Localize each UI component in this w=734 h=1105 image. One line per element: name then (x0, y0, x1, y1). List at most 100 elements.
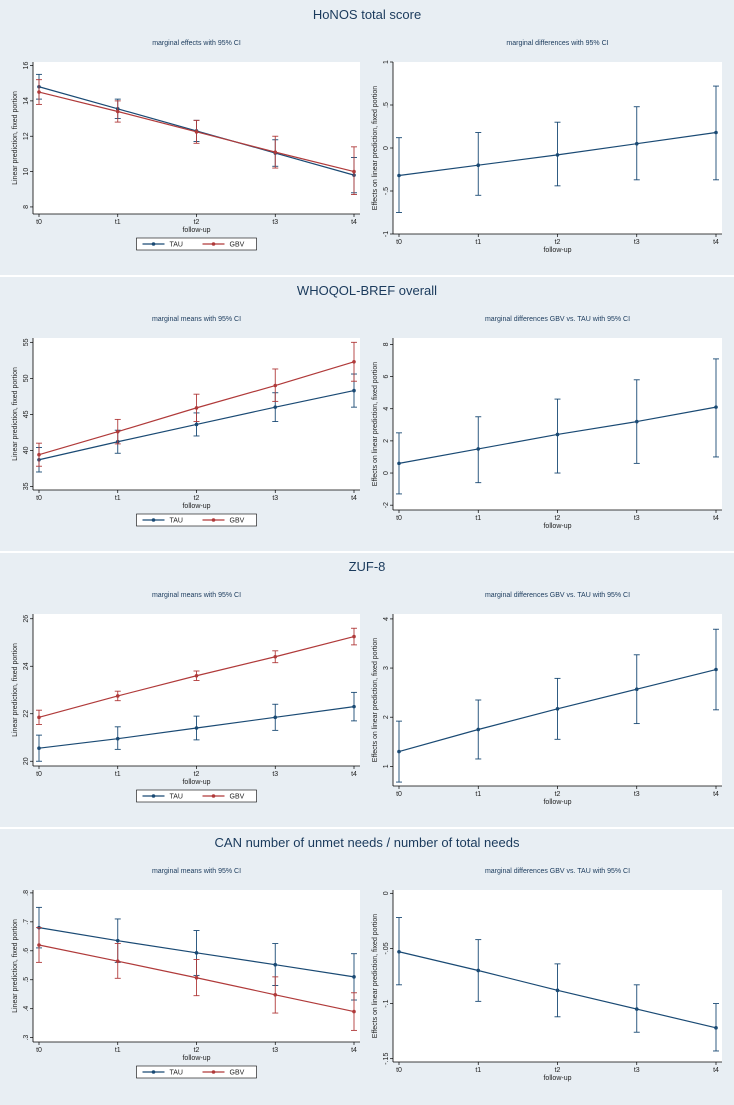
y-tick-label: 6 (383, 375, 390, 379)
x-tick-label: t2 (194, 771, 200, 778)
y-tick-label: -.5 (383, 187, 390, 195)
y-tick-label: 12 (23, 132, 30, 140)
x-tick-label: t0 (36, 1047, 42, 1054)
x-tick-label: t0 (36, 219, 42, 226)
legend-marker (151, 1070, 156, 1074)
y-axis-label: Linear prediction, fixed portion (12, 643, 19, 737)
data-point (115, 959, 120, 964)
y-tick-label: 16 (23, 62, 30, 70)
x-tick-label: t3 (272, 1047, 278, 1054)
x-tick-label: t1 (115, 771, 121, 778)
panel-3-left: marginal means with 95% CI .3 .4 .5 .6 .7 .8 t0… (12, 868, 360, 1079)
y-axis-label: Effects on linear prediction, fixed port… (372, 362, 379, 486)
y-tick-label: -1 (383, 231, 390, 237)
x-tick-label: t4 (713, 515, 719, 522)
data-point (37, 452, 41, 457)
x-axis-label: follow-up (182, 503, 210, 510)
data-point (273, 654, 278, 659)
data-point (555, 153, 560, 157)
y-tick-label: .3 (23, 1035, 30, 1041)
y-tick-label: 0 (383, 146, 390, 150)
x-tick-label: t4 (351, 219, 357, 226)
y-tick-label: .5 (23, 977, 30, 983)
legend-marker (151, 518, 156, 522)
series-tau (36, 691, 357, 762)
panel-1-left: marginal means with 95% CI 35 40 45 50 55 t0 t1… (12, 316, 360, 527)
y-tick-label: 35 (23, 482, 30, 490)
y-tick-label: -2 (383, 502, 390, 508)
y-axis-label: Linear prediction, fixed portion (12, 919, 19, 1013)
x-tick-label: t3 (272, 219, 278, 226)
x-tick-label: t3 (634, 239, 640, 246)
data-point (194, 130, 199, 134)
data-point (555, 707, 560, 711)
x-tick-label: t3 (634, 515, 640, 522)
data-point (397, 461, 401, 466)
legend-marker (211, 518, 216, 522)
y-tick-label: 24 (23, 662, 30, 670)
panel-subtitle: marginal differences GBV vs. TAU with 95… (485, 592, 630, 599)
legend-box (136, 237, 257, 251)
x-axis-label: follow-up (543, 1075, 571, 1082)
series-difference (396, 358, 719, 495)
y-tick-label: .7 (23, 919, 30, 925)
y-tick-label: 20 (23, 757, 30, 765)
x-tick-label: t4 (351, 771, 357, 778)
x-tick-label: t2 (194, 495, 200, 502)
data-point (397, 173, 401, 178)
series-gbv (36, 341, 357, 467)
panel-subtitle: marginal differences GBV vs. TAU with 95… (485, 868, 630, 875)
data-point (273, 993, 278, 997)
x-tick-label: t1 (475, 239, 481, 246)
legend-label: GBV (230, 794, 245, 801)
series-difference (396, 628, 719, 783)
y-tick-label: 14 (23, 97, 30, 105)
y-tick-label: 40 (23, 446, 30, 454)
panel-1-right: marginal differences GBV vs. TAU with 95… (372, 316, 722, 530)
data-point (115, 938, 120, 943)
panel-subtitle: marginal means with 95% CI (152, 868, 241, 875)
data-point (634, 141, 639, 146)
data-point (634, 687, 639, 691)
data-point (397, 749, 401, 754)
data-point (37, 90, 41, 94)
x-tick-label: t0 (396, 515, 402, 522)
y-tick-label: 2 (383, 715, 390, 719)
legend-box (136, 513, 257, 527)
data-point (37, 746, 41, 750)
data-point (555, 432, 560, 437)
data-point (194, 726, 199, 730)
y-tick-label: 0 (383, 471, 390, 475)
x-tick-label: t4 (713, 239, 719, 246)
x-tick-label: t1 (115, 219, 121, 226)
y-tick-label: -.1 (383, 999, 390, 1007)
x-tick-label: t1 (115, 1047, 121, 1054)
y-axis-label: Linear prediction, fixed portion (12, 91, 19, 185)
y-axis-label: Effects on linear prediction, fixed port… (372, 914, 379, 1038)
x-tick-label: t1 (115, 495, 121, 502)
row-title: HoNOS total score (313, 7, 421, 22)
x-tick-label: t2 (194, 1047, 200, 1054)
x-tick-label: t0 (36, 495, 42, 502)
x-tick-label: t0 (396, 1067, 402, 1074)
data-point (476, 968, 481, 973)
y-tick-label: 2 (383, 439, 390, 443)
data-point (476, 727, 481, 732)
data-point (273, 715, 278, 720)
panel-subtitle: marginal effects with 95% CI (152, 40, 241, 47)
legend-label: GBV (230, 518, 245, 525)
data-point (352, 169, 356, 174)
panel-2-left: marginal means with 95% CI 20 22 24 26 t0 t1 t2… (12, 592, 360, 803)
row-title: ZUF-8 (349, 559, 386, 574)
data-point (476, 447, 481, 451)
x-tick-label: t1 (475, 791, 481, 798)
y-tick-label: 55 (23, 338, 30, 346)
data-point (37, 715, 41, 720)
panel-subtitle: marginal differences GBV vs. TAU with 95… (485, 316, 630, 323)
x-tick-label: t3 (272, 495, 278, 502)
data-point (352, 1009, 356, 1014)
panel-subtitle: marginal differences with 95% CI (506, 40, 608, 47)
x-axis-label: follow-up (182, 1055, 210, 1062)
data-point (714, 667, 718, 672)
